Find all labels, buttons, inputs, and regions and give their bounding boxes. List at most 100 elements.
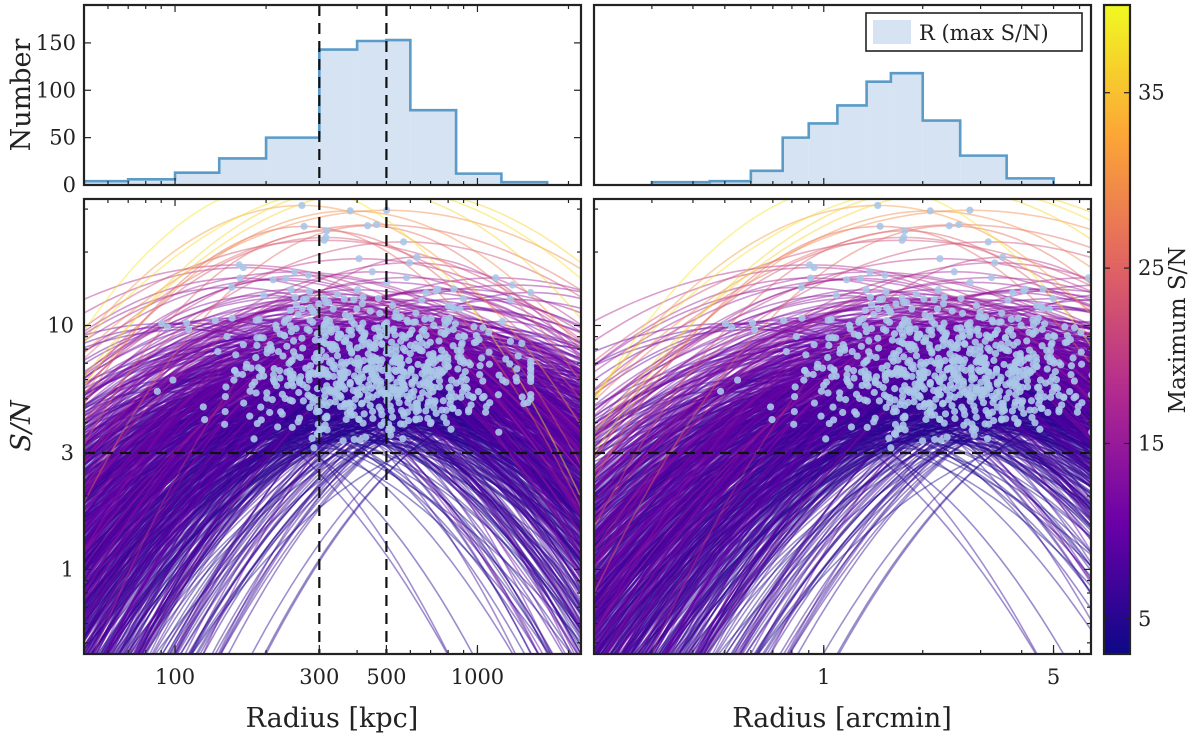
peak-point [906, 356, 914, 365]
sn-profile-line [84, 224, 581, 503]
sn-profile-line [84, 236, 581, 401]
sn-profile-line [594, 383, 1091, 495]
peak-point [1096, 355, 1103, 362]
peak-point [246, 412, 254, 420]
sn-profile-line [697, 356, 1091, 654]
peak-point [817, 412, 825, 420]
sn-profile-line [594, 225, 1091, 481]
sn-profile-line [84, 368, 581, 590]
sn-profile-line [189, 364, 581, 654]
sn-profile-line [84, 412, 581, 515]
peak-point [1020, 409, 1028, 417]
sn-profile-line [594, 378, 1091, 538]
peak-point [347, 357, 355, 365]
peak-point [392, 308, 400, 317]
sn-profile-line [636, 422, 1091, 654]
sn-profile-line [176, 396, 581, 654]
peak-point [1036, 376, 1045, 384]
peak-point [849, 367, 858, 375]
peak-point [527, 288, 535, 297]
peak-point [900, 353, 908, 361]
peak-point [1007, 325, 1015, 334]
y-axis-label-sn: S/N [6, 399, 37, 452]
hist-bar [750, 170, 783, 185]
peak-point [451, 320, 460, 328]
sn-profile-line [594, 427, 1091, 615]
peak-point [1070, 377, 1078, 385]
sn-profile-line [594, 437, 1091, 650]
peak-point [883, 316, 891, 324]
sn-profile-line [604, 307, 1091, 654]
peak-point [397, 406, 406, 415]
peak-point [368, 268, 376, 276]
peak-point [810, 399, 819, 407]
peak-point [440, 413, 448, 422]
sn-profile-line [594, 277, 1091, 631]
sn-profile-line [84, 400, 581, 586]
peak-point [308, 368, 316, 376]
peak-point [1072, 392, 1080, 401]
peak-point [1007, 315, 1015, 323]
sn-profile-line [626, 409, 1091, 654]
peak-point [836, 389, 844, 397]
sn-profile-line [138, 379, 581, 654]
peak-point [389, 301, 397, 310]
sn-profile-line [84, 410, 581, 607]
sn-profile-line [594, 298, 1091, 468]
peak-point [844, 365, 852, 373]
sn-profile-line [756, 396, 1091, 654]
sn-profile-line [594, 377, 1091, 534]
hist-bar [890, 73, 923, 185]
sn-profile-line [620, 393, 1091, 654]
peak-point [904, 398, 912, 407]
peak-point [1013, 338, 1021, 346]
peak-point [748, 319, 757, 327]
peak-point [221, 392, 229, 401]
sn-profile-line [594, 417, 1091, 521]
peak-point [901, 316, 909, 324]
peak-point [957, 324, 965, 332]
peak-point [472, 331, 480, 340]
hist-bar [837, 105, 867, 185]
peak-point [437, 346, 446, 354]
peak-point [415, 334, 423, 342]
peak-point [430, 404, 438, 412]
peak-point [527, 390, 535, 399]
peak-point [828, 333, 837, 342]
sn-profile-line [594, 395, 1091, 523]
hist-bar [501, 182, 548, 185]
peak-point [874, 304, 882, 313]
peak-point [870, 388, 878, 397]
sn-profile-line [84, 369, 581, 651]
sn-profile-line [597, 402, 1091, 654]
sn-profile-line [84, 330, 581, 576]
peak-point [853, 352, 861, 360]
peak-point [368, 407, 377, 416]
sn-profile-line [594, 335, 1091, 424]
sn-profile-line [633, 402, 1091, 654]
sn-profile-line [121, 405, 581, 654]
peak-point [1044, 333, 1052, 341]
peak-point [878, 295, 887, 303]
peak-point [228, 314, 236, 322]
sn-profile-line [84, 199, 581, 378]
sn-profile-line [84, 378, 581, 571]
peak-point [963, 418, 971, 426]
peak-point [973, 325, 982, 333]
peak-point [1017, 404, 1025, 412]
peak-point [447, 425, 455, 433]
peak-point [333, 352, 342, 360]
peak-point [397, 420, 405, 428]
sn-profile-line [143, 378, 581, 654]
sn-profile-line [697, 406, 1091, 654]
sn-profile-line [84, 402, 526, 654]
peak-point [1043, 365, 1051, 373]
sn-profile-line [594, 414, 1091, 632]
sn-profile-line [84, 368, 581, 583]
sn-profile-line [741, 396, 1091, 654]
sn-profile-line [84, 400, 581, 614]
sn-profile-line [594, 294, 1091, 439]
hist-bar [266, 137, 320, 185]
peak-point [882, 288, 890, 296]
sn-profile-line [594, 366, 1091, 506]
